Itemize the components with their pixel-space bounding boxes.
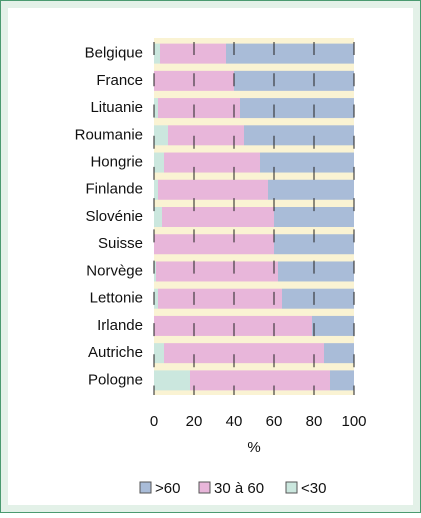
bar-segment (154, 261, 156, 282)
y-tick-label: Hongrie (90, 154, 143, 171)
bar-segment (154, 288, 158, 309)
y-tick-label: Pologne (88, 371, 143, 388)
bar-segment (190, 370, 330, 391)
legend-swatch (139, 481, 152, 494)
bar-segment (244, 125, 354, 146)
x-tick-label: 80 (306, 413, 323, 430)
y-tick-label: France (96, 72, 143, 89)
bar-segment (158, 288, 282, 309)
bar-segment (154, 234, 274, 255)
x-tick-label: 0 (150, 413, 158, 430)
bar-segment (154, 343, 164, 364)
y-tick-label: Irlande (97, 317, 143, 334)
bar-segment (164, 343, 324, 364)
bar-segment (164, 152, 260, 173)
x-tick-label: 100 (341, 413, 366, 430)
bar-segment (158, 98, 240, 119)
y-tick-label: Belgique (85, 45, 143, 62)
bar-segment (168, 125, 244, 146)
bar-segment (158, 179, 268, 200)
bar-segment (162, 207, 274, 227)
x-axis-label: % (247, 439, 260, 456)
x-tick-label: 60 (266, 413, 283, 430)
bar-segment (154, 315, 312, 336)
y-tick-label: Autriche (88, 344, 143, 361)
bar-segment (324, 343, 354, 364)
bar-segment (156, 261, 278, 282)
x-tick-label: 40 (226, 413, 243, 430)
legend-label: 30 à 60 (214, 480, 264, 497)
x-tick-label: 20 (186, 413, 203, 430)
bar-segment (154, 370, 190, 391)
y-tick-label: Lituanie (90, 99, 143, 116)
bar-segment (154, 179, 158, 200)
bar-segment (154, 207, 162, 227)
y-tick-label: Roumanie (75, 126, 143, 143)
legend-label: >60 (155, 480, 180, 497)
y-tick-label: Slovénie (85, 208, 143, 225)
bar-segment (260, 152, 354, 173)
bar-segment (282, 288, 354, 309)
y-tick-label: Finlande (85, 181, 143, 198)
bar-segment (234, 70, 354, 91)
bar-segment (274, 207, 354, 227)
legend-swatch (285, 481, 298, 494)
bar-segment (330, 370, 354, 391)
y-tick-label: Norvège (86, 262, 143, 279)
bar-segment (154, 152, 164, 173)
bar-segment (274, 234, 354, 255)
legend-swatch (198, 481, 211, 494)
bar-segment (154, 43, 160, 64)
bar-segment (278, 261, 354, 282)
bar-segment (226, 43, 354, 64)
bar-segment (154, 125, 168, 146)
y-tick-label: Lettonie (90, 290, 143, 307)
bar-segment (268, 179, 354, 200)
bar-segment (154, 98, 158, 119)
bar-segment (160, 43, 226, 64)
legend-label: <30 (301, 480, 326, 497)
bar-segment (312, 315, 354, 336)
bar-segment (240, 98, 354, 119)
y-tick-label: Suisse (98, 235, 143, 252)
